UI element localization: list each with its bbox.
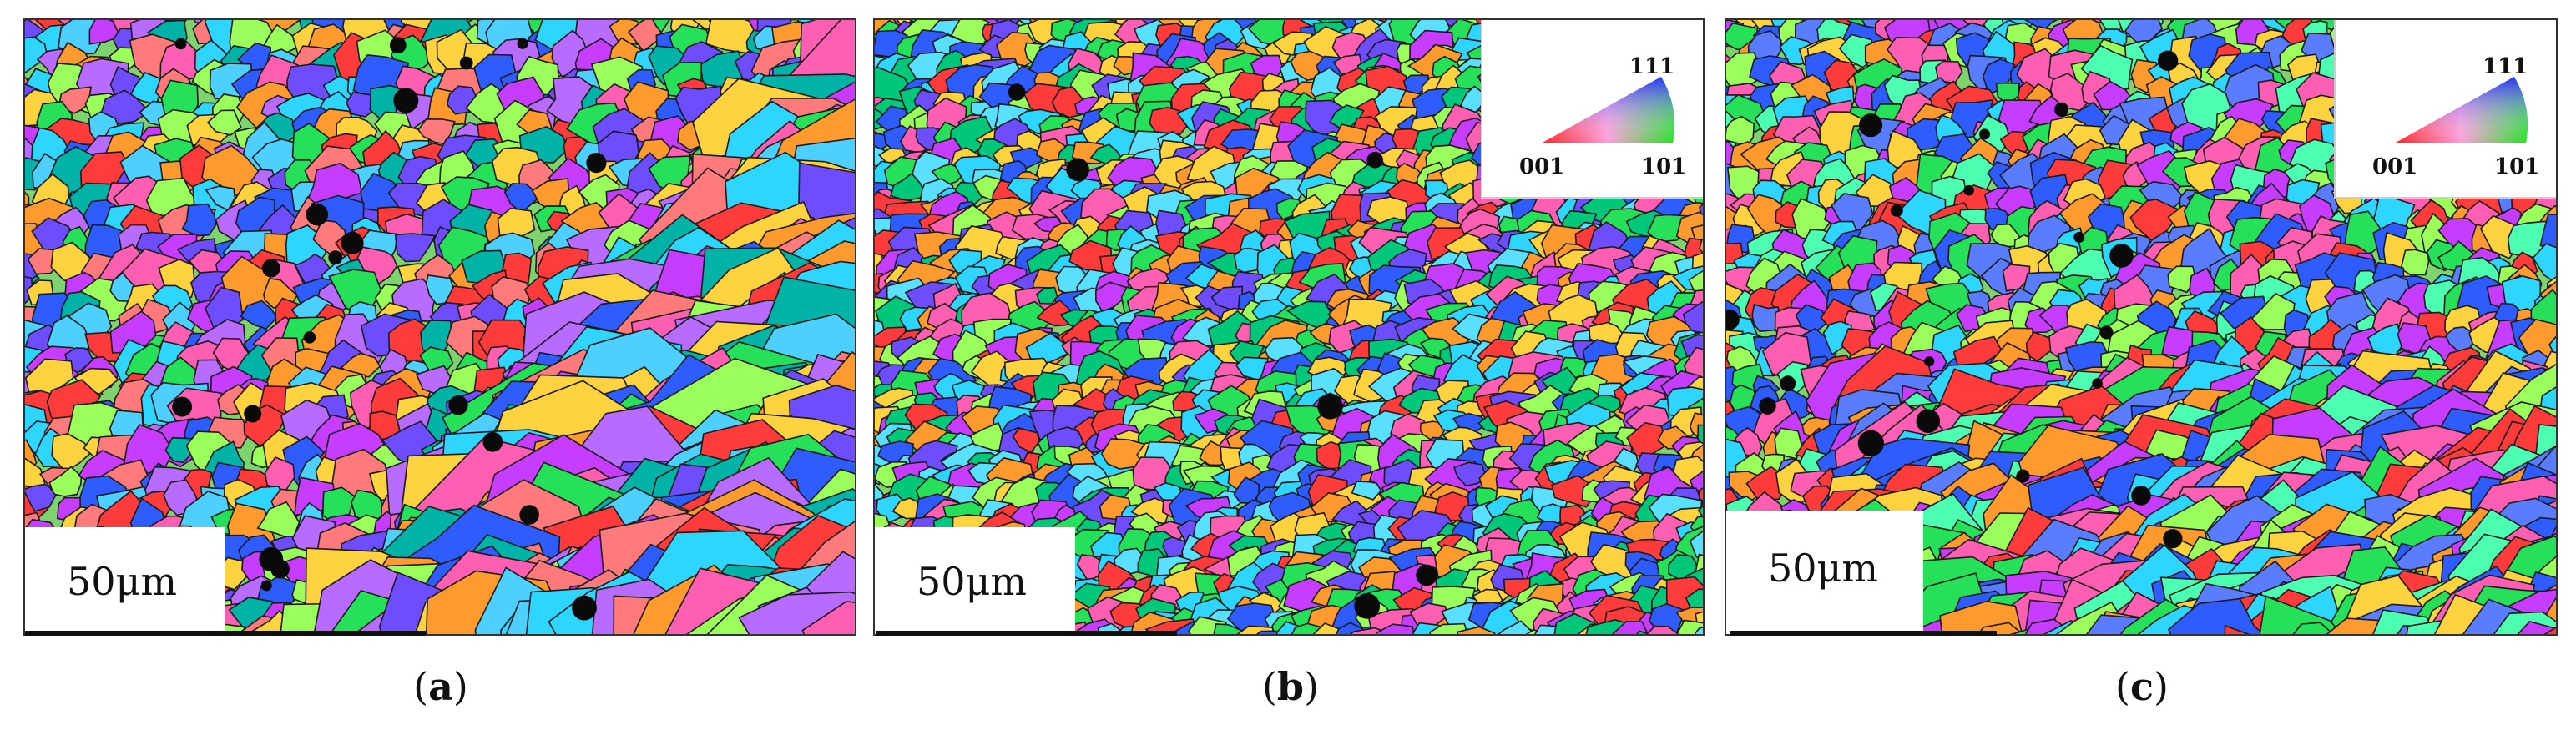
legend-label-111-c: 111 <box>2483 54 2528 79</box>
scale-label-a: 50μm <box>67 559 178 604</box>
scale-label-box-a: 50μm <box>25 527 225 634</box>
ebsd-map-panel-b: 111 001 101 50μm <box>873 18 1705 636</box>
ebsd-orientation-map-b <box>875 20 1703 634</box>
scale-bar-c <box>1730 631 1997 636</box>
scale-bar-a <box>25 631 426 636</box>
legend-label-001-b: 001 <box>1519 154 1564 179</box>
ipf-color-legend-c: 111 001 101 <box>2334 20 2556 199</box>
ebsd-map-panel-a: 50μm <box>23 18 856 636</box>
ebsd-map-panel-c: 111 001 101 50μm <box>1725 18 2558 636</box>
scale-label-b: 50μm <box>917 559 1028 604</box>
legend-label-101-b: 101 <box>1641 154 1686 179</box>
panel-caption-c: (c) <box>2115 664 2169 709</box>
ipf-color-legend-b: 111 001 101 <box>1481 20 1703 199</box>
panel-caption-b: (b) <box>1261 664 1320 709</box>
ebsd-orientation-map-a <box>25 20 855 634</box>
legend-label-101-c: 101 <box>2494 154 2539 179</box>
caption-letter-a: a <box>428 664 453 709</box>
caption-letter-b: b <box>1276 664 1305 709</box>
scale-label-box-c: 50μm <box>1726 511 1923 634</box>
legend-label-111-b: 111 <box>1629 54 1674 79</box>
scale-label-c: 50μm <box>1768 546 1879 591</box>
panel-caption-a: (a) <box>413 664 468 709</box>
scale-label-box-b: 50μm <box>875 527 1075 634</box>
scale-bar-b <box>876 631 1177 636</box>
caption-letter-c: c <box>2129 664 2154 709</box>
legend-label-001-c: 001 <box>2372 154 2417 179</box>
